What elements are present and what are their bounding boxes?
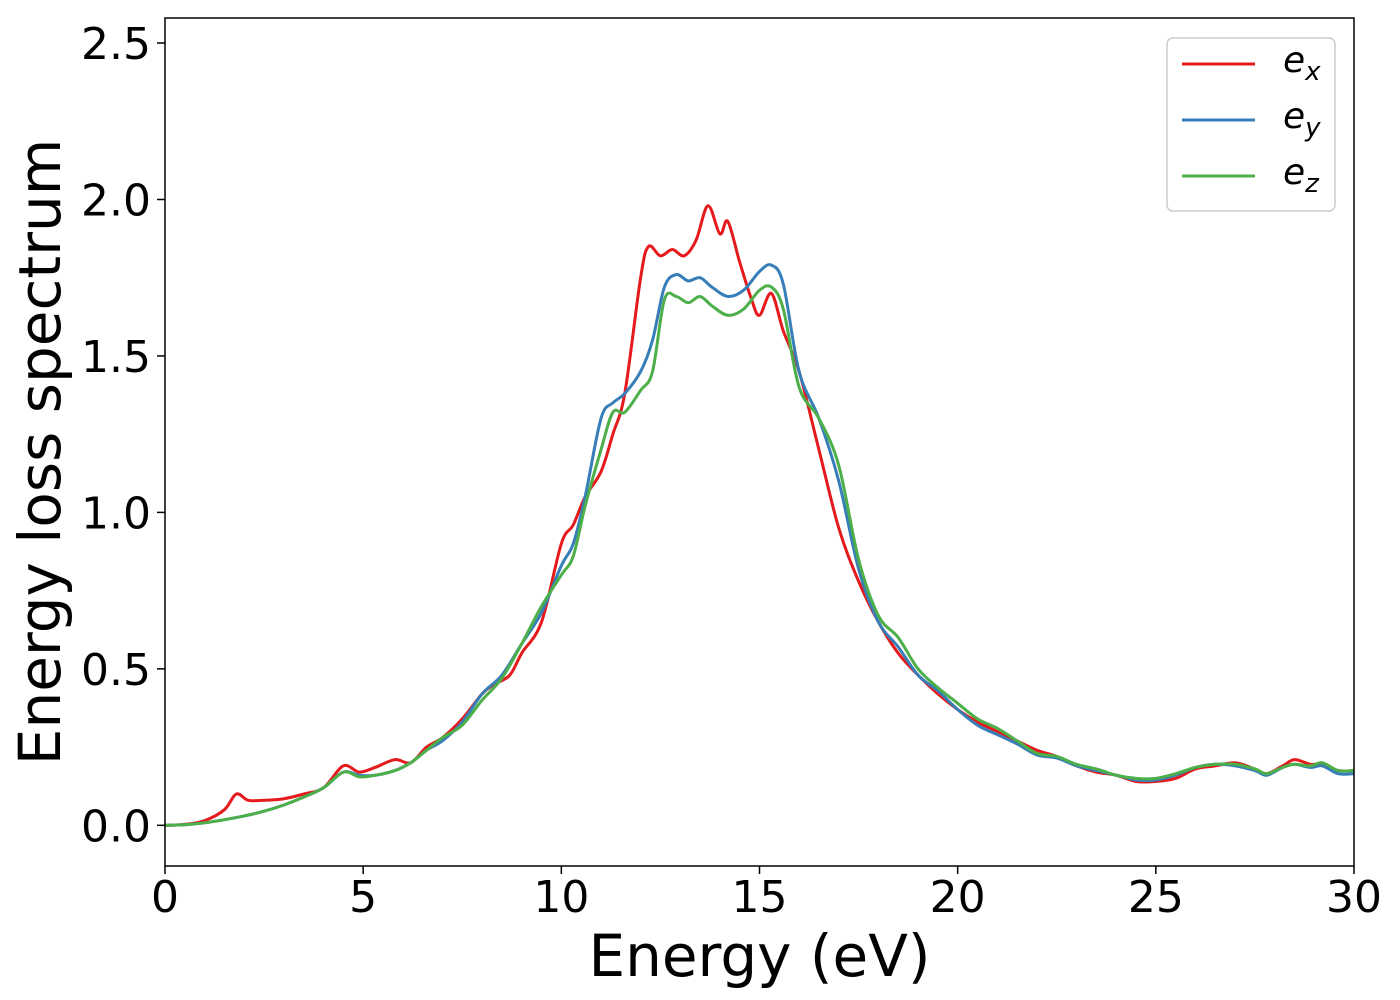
x-tick-label: 25 (1128, 872, 1184, 923)
legend-label-e-y: ey (1283, 96, 1321, 143)
plot-area (165, 204, 1354, 827)
legend-label-e-x: ex (1283, 40, 1321, 87)
x-tick-label: 10 (533, 872, 589, 923)
y-tick-label: 0.0 (81, 801, 151, 852)
legend-label-e-z: ez (1283, 152, 1320, 199)
y-tick-label: 2.5 (81, 19, 151, 70)
y-tick-label: 1.5 (81, 332, 151, 383)
x-tick-label: 5 (349, 872, 377, 923)
x-tick-label: 15 (732, 872, 788, 923)
y-tick-label: 0.5 (81, 645, 151, 696)
legend: ex ey ez (1166, 37, 1336, 212)
x-axis: 0 5 10 15 20 25 30 (151, 866, 1382, 923)
y-axis-label: Energy loss spectrum (6, 139, 74, 765)
series-line-e-x (165, 204, 1354, 827)
x-axis-label: Energy (eV) (588, 922, 930, 990)
series-line-e-y (165, 263, 1354, 827)
x-tick-label: 20 (930, 872, 986, 923)
x-tick-label: 30 (1326, 872, 1382, 923)
legend-box (1166, 37, 1336, 212)
y-tick-label: 1.0 (81, 488, 151, 539)
series-line-e-z (165, 284, 1354, 827)
y-axis: 0.0 0.5 1.0 1.5 2.0 2.5 (81, 19, 165, 852)
y-tick-label: 2.0 (81, 175, 151, 226)
x-tick-label: 0 (151, 872, 179, 923)
